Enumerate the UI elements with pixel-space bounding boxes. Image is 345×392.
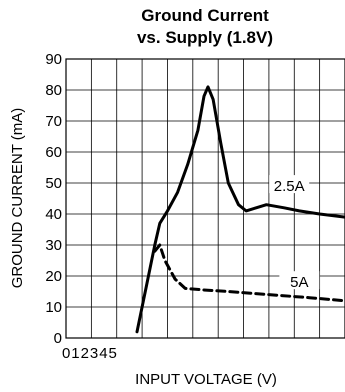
series-label-background bbox=[269, 175, 310, 194]
y-tick-label: 80 bbox=[45, 82, 62, 99]
y-tick-label: 20 bbox=[45, 268, 62, 285]
series-labels: 2.5A 5A bbox=[269, 175, 320, 291]
y-tick-label: 30 bbox=[45, 237, 62, 254]
y-axis-label: GROUND CURRENT (mA) bbox=[9, 108, 26, 289]
y-tick-label: 10 bbox=[45, 299, 62, 316]
series-label: 5A bbox=[290, 274, 308, 291]
y-tick-labels: 0 10 20 30 40 50 60 70 80 90 bbox=[45, 51, 62, 347]
y-tick-label: 0 bbox=[54, 330, 62, 347]
series-label: 2.5A bbox=[274, 178, 305, 195]
x-tick-label: 1 bbox=[71, 345, 79, 362]
chart-title-line-2: vs. Supply (1.8V) bbox=[137, 28, 273, 47]
y-tick-label: 70 bbox=[45, 113, 62, 130]
plot-frame bbox=[65, 58, 345, 339]
x-tick-label: 3 bbox=[90, 345, 98, 362]
series-lines bbox=[135, 85, 345, 334]
chart-title-line-1: Ground Current bbox=[141, 6, 269, 25]
y-tick-label: 90 bbox=[45, 51, 62, 68]
x-tick-label: 5 bbox=[109, 345, 117, 362]
x-tick-label: 2 bbox=[81, 345, 89, 362]
series-line-5a bbox=[153, 243, 345, 303]
y-tick-label: 50 bbox=[45, 175, 62, 192]
y-tick-label: 60 bbox=[45, 144, 62, 161]
series-label-background bbox=[279, 271, 320, 290]
y-tick-label: 40 bbox=[45, 206, 62, 223]
x-axis-label: INPUT VOLTAGE (V) bbox=[135, 371, 277, 388]
series-line-2-5a bbox=[135, 85, 345, 334]
x-tick-label: 0 bbox=[62, 345, 70, 362]
x-tick-label: 4 bbox=[99, 345, 107, 362]
